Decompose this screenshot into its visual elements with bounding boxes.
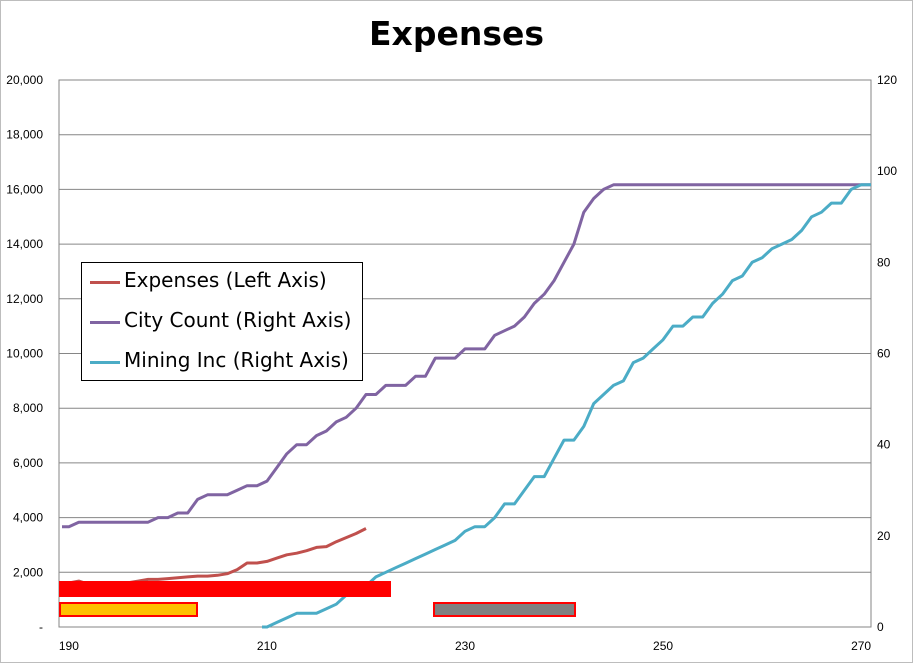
x-axis-tick-label: 210 bbox=[257, 639, 277, 653]
left-axis-tick-label: 10,000 bbox=[6, 347, 43, 361]
legend: Expenses (Left Axis) City Count (Right A… bbox=[81, 262, 363, 381]
left-axis-tick-label: 20,000 bbox=[6, 73, 43, 87]
left-axis-tick-label: 2,000 bbox=[13, 565, 43, 579]
orange-bar bbox=[59, 602, 198, 617]
legend-swatch-city-count bbox=[90, 321, 120, 324]
left-axis-tick-label: 18,000 bbox=[6, 128, 43, 142]
red-bar bbox=[59, 581, 391, 597]
left-axis-tick-label: 8,000 bbox=[13, 401, 43, 415]
gray-bar bbox=[433, 602, 576, 617]
series-lines bbox=[61, 183, 871, 629]
right-axis-ticks: 0 20 40 60 80 100 120 bbox=[877, 73, 897, 634]
expenses-line bbox=[61, 527, 367, 586]
right-axis-tick-label: 80 bbox=[877, 255, 891, 269]
right-axis-tick-label: 100 bbox=[877, 164, 897, 178]
right-axis-tick-label: 20 bbox=[877, 529, 891, 543]
x-axis-tick-label: 190 bbox=[59, 639, 79, 653]
left-axis-tick-label: 12,000 bbox=[6, 292, 43, 306]
mining-inc-line bbox=[262, 183, 871, 629]
x-axis-tick-label: 250 bbox=[653, 639, 673, 653]
legend-label-expenses: Expenses (Left Axis) bbox=[124, 268, 327, 292]
left-axis-ticks: - 2,000 4,000 6,000 8,000 10,000 12,000 14,000 1… bbox=[6, 73, 43, 634]
left-axis-tick-label: 4,000 bbox=[13, 511, 43, 525]
legend-item-mining-inc: Mining Inc (Right Axis) bbox=[88, 344, 358, 380]
right-axis-tick-label: 0 bbox=[877, 620, 884, 634]
left-axis-tick-label: - bbox=[39, 620, 43, 634]
city-count-line bbox=[62, 183, 871, 529]
right-axis-tick-label: 40 bbox=[877, 438, 891, 452]
left-axis-tick-label: 6,000 bbox=[13, 456, 43, 470]
legend-label-mining-inc: Mining Inc (Right Axis) bbox=[124, 348, 349, 372]
legend-label-city-count: City Count (Right Axis) bbox=[124, 308, 352, 332]
x-axis-tick-label: 230 bbox=[455, 639, 475, 653]
legend-item-expenses: Expenses (Left Axis) bbox=[88, 264, 358, 300]
right-axis-tick-label: 60 bbox=[877, 347, 891, 361]
chart-title: Expenses bbox=[369, 14, 544, 53]
plot-area bbox=[58, 79, 872, 628]
left-axis-tick-label: 14,000 bbox=[6, 237, 43, 251]
right-axis-tick-label: 120 bbox=[877, 73, 897, 87]
left-axis-tick-label: 16,000 bbox=[6, 182, 43, 196]
x-axis-ticks: 190 210 230 250 270 bbox=[59, 639, 872, 653]
x-axis-tick-label: 270 bbox=[851, 639, 871, 653]
legend-swatch-expenses bbox=[90, 281, 120, 284]
legend-item-city-count: City Count (Right Axis) bbox=[88, 304, 358, 340]
legend-swatch-mining-inc bbox=[90, 361, 120, 364]
overlay-bars bbox=[59, 581, 576, 617]
